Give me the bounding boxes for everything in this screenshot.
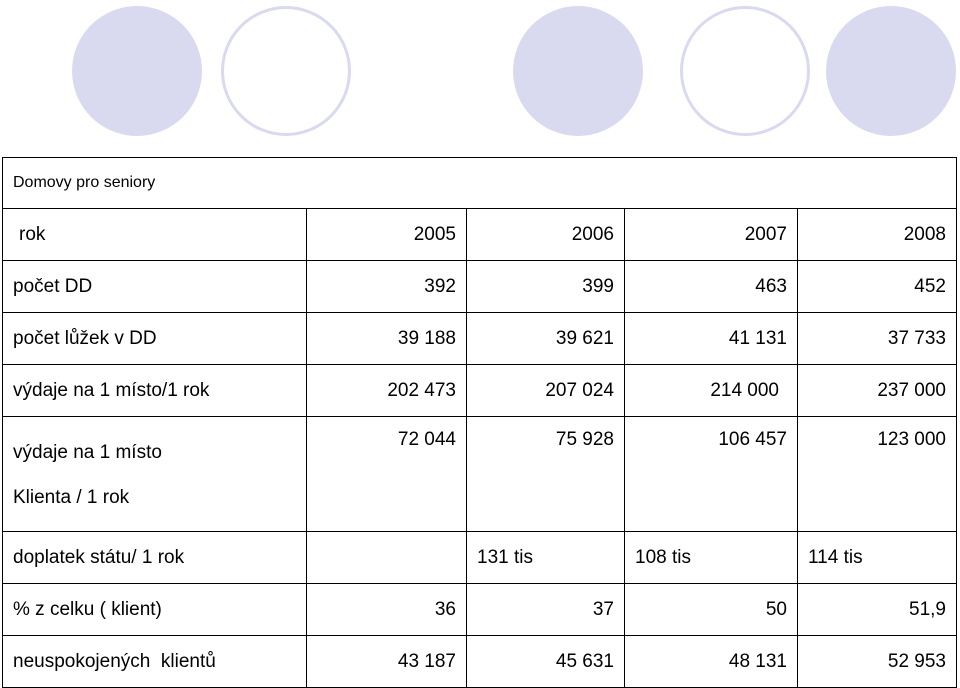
table-cell: 37 bbox=[466, 583, 625, 636]
row-label: počet DD bbox=[2, 260, 307, 313]
table-row: počet lůžek v DD 39 188 39 621 41 131 37… bbox=[2, 312, 957, 365]
table-cell: 36 bbox=[306, 583, 467, 636]
table-cell: 72 044 bbox=[306, 416, 467, 532]
table-cell: 463 bbox=[624, 260, 798, 313]
table-cell: 114 tis bbox=[797, 531, 957, 584]
table-cell: 2006 bbox=[466, 208, 625, 261]
table-cell: 48 131 bbox=[624, 635, 798, 688]
table-cell: 2007 bbox=[624, 208, 798, 261]
decorative-circle-filled bbox=[826, 6, 956, 136]
table-cell: 39 188 bbox=[306, 312, 467, 365]
decorative-circle-filled bbox=[513, 6, 643, 136]
table-cell: 41 131 bbox=[624, 312, 798, 365]
table-cell: 207 024 bbox=[466, 364, 625, 417]
table-cell: 52 953 bbox=[797, 635, 957, 688]
table-cell: 392 bbox=[306, 260, 467, 313]
table-row: výdaje na 1 místo/1 rok 202 473 207 024 … bbox=[2, 364, 957, 417]
row-label: % z celku ( klient) bbox=[2, 583, 307, 636]
table-cell: 2008 bbox=[797, 208, 957, 261]
table-cell: 106 457 bbox=[624, 416, 798, 532]
table-row: neuspokojených klientů 43 187 45 631 48 … bbox=[2, 635, 957, 688]
table-row: doplatek státu/ 1 rok 131 tis 108 tis 11… bbox=[2, 531, 957, 584]
row-label: výdaje na 1 místo/1 rok bbox=[2, 364, 307, 417]
table-cell: 123 000 bbox=[797, 416, 957, 532]
decorative-circle-outline bbox=[680, 6, 810, 136]
decorative-circle-filled bbox=[72, 6, 202, 136]
row-label: výdaje na 1 místo Klienta / 1 rok bbox=[2, 416, 307, 532]
table-cell: 51,9 bbox=[797, 583, 957, 636]
row-label-line2: Klienta / 1 rok bbox=[13, 487, 130, 508]
table-row: počet DD 392 399 463 452 bbox=[2, 260, 957, 313]
table-cell: 202 473 bbox=[306, 364, 467, 417]
row-label: počet lůžek v DD bbox=[2, 312, 307, 365]
table-cell: 75 928 bbox=[466, 416, 625, 532]
table-row: výdaje na 1 místo Klienta / 1 rok 72 044… bbox=[2, 416, 957, 532]
row-label: neuspokojených klientů bbox=[2, 635, 307, 688]
table-cell: 50 bbox=[624, 583, 798, 636]
row-label: doplatek státu/ 1 rok bbox=[2, 531, 307, 584]
row-label: rok bbox=[2, 208, 307, 261]
table-cell: 131 tis bbox=[466, 531, 625, 584]
table-row: rok 2005 2006 2007 2008 bbox=[2, 208, 957, 261]
row-label-line1: výdaje na 1 místo bbox=[13, 442, 162, 463]
table-row: % z celku ( klient) 36 37 50 51,9 bbox=[2, 583, 957, 636]
table-cell: 45 631 bbox=[466, 635, 625, 688]
decorative-circle-outline bbox=[221, 6, 351, 136]
table-cell: 214 000 bbox=[624, 364, 798, 417]
table-cell: 2005 bbox=[306, 208, 467, 261]
table-cell: 237 000 bbox=[797, 364, 957, 417]
table-cell: 37 733 bbox=[797, 312, 957, 365]
table-cell bbox=[306, 531, 467, 584]
table-cell: 43 187 bbox=[306, 635, 467, 688]
table-cell: 399 bbox=[466, 260, 625, 313]
table-cell: 452 bbox=[797, 260, 957, 313]
seniors-homes-table: Domovy pro seniory rok 2005 2006 2007 20… bbox=[2, 157, 957, 688]
table-title-row: Domovy pro seniory bbox=[2, 157, 957, 209]
table-cell: 39 621 bbox=[466, 312, 625, 365]
table-title: Domovy pro seniory bbox=[2, 157, 957, 209]
table-cell: 108 tis bbox=[624, 531, 798, 584]
